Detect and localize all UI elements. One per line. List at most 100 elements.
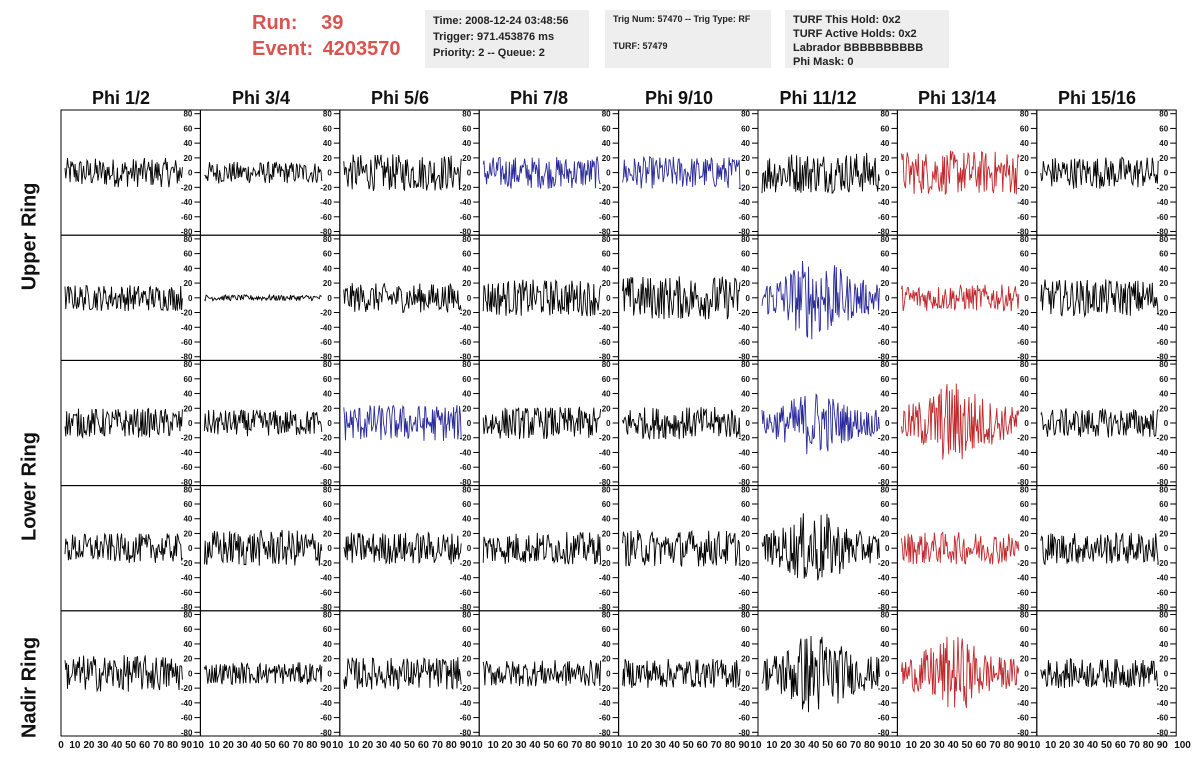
y-tick-label: 80 (462, 610, 471, 619)
y-tick-label: 40 (880, 640, 889, 649)
y-tick-label: 40 (880, 264, 889, 273)
y-tick-label: -60 (1157, 213, 1169, 222)
y-tick-label: 20 (1159, 279, 1168, 288)
x-tick-label: 20 (1059, 740, 1071, 751)
y-tick-label: 20 (323, 404, 332, 413)
y-tick-label: -80 (878, 228, 890, 237)
panel-r2-c3: 80 60 40 20 0 -20 -40 -60 -80 (478, 359, 620, 487)
y-tick-label: -80 (181, 228, 193, 237)
y-tick-label: -80 (599, 478, 611, 487)
y-tick-label: -80 (181, 353, 193, 362)
y-tick-label: 80 (1159, 110, 1168, 119)
y-tick-label: 60 (880, 375, 889, 384)
y-tick-label: 80 (602, 110, 611, 119)
y-tick-label: 40 (1159, 264, 1168, 273)
waveform-trace (622, 155, 741, 189)
y-tick-label: 20 (741, 655, 750, 664)
y-tick-label: 60 (183, 375, 192, 384)
y-tick-label: 40 (323, 264, 332, 273)
y-tick-label: 80 (462, 485, 471, 494)
x-tick-label: 80 (1003, 740, 1015, 751)
y-tick-label: 80 (602, 610, 611, 619)
y-tick-label: 0 (1164, 669, 1169, 678)
y-tick-label: 60 (323, 625, 332, 634)
x-tick-label: 10 (906, 740, 918, 751)
y-tick-label: 60 (323, 500, 332, 509)
y-tick-label: -60 (738, 213, 750, 222)
x-tick-label: 30 (376, 740, 388, 751)
y-tick-label: 20 (462, 655, 471, 664)
y-tick-label: -20 (738, 183, 750, 192)
waveform-trace (343, 531, 462, 565)
y-tick-label: 20 (602, 529, 611, 538)
y-tick-label: 60 (880, 124, 889, 133)
y-tick-label: -20 (738, 559, 750, 568)
y-tick-label: -80 (320, 478, 332, 487)
y-tick-label: 40 (602, 139, 611, 148)
y-tick-label: 80 (880, 110, 889, 119)
y-tick-label: 40 (880, 139, 889, 148)
y-tick-label: -20 (460, 183, 472, 192)
y-tick-label: 80 (1020, 110, 1029, 119)
y-tick-label: 80 (602, 485, 611, 494)
y-tick-label: -40 (878, 323, 890, 332)
y-tick-label: 80 (880, 485, 889, 494)
x-tick-label: 30 (794, 740, 806, 751)
y-tick-label: 80 (880, 360, 889, 369)
y-tick-label: 20 (462, 154, 471, 163)
trig-line: Trig Num: 57470 -- Trig Type: RF (613, 14, 751, 24)
y-tick-label: 0 (885, 669, 890, 678)
y-tick-label: -60 (878, 338, 890, 347)
column-header-phi-3-4: Phi 3/4 (231, 88, 291, 108)
y-tick-label: 40 (462, 390, 471, 399)
y-tick-label: -60 (878, 463, 890, 472)
x-tick-label: 10 (193, 740, 205, 751)
y-tick-label: 80 (1159, 485, 1168, 494)
y-tick-label: 0 (606, 544, 611, 553)
x-tick-label: 60 (1115, 740, 1127, 751)
y-tick-label: 80 (1020, 360, 1029, 369)
y-tick-label: 80 (741, 110, 750, 119)
y-tick-label: -60 (1017, 338, 1029, 347)
y-tick-label: 0 (746, 669, 751, 678)
phimask-line: Phi Mask: 0 (793, 56, 854, 68)
y-tick-label: 40 (1159, 640, 1168, 649)
panel-r0-c1: 80 60 40 20 0 -20 -40 -60 -80 (199, 109, 341, 237)
x-tick-label: 50 (683, 740, 695, 751)
x-tick-label: 20 (362, 740, 374, 751)
x-tick-label: 90 (878, 740, 890, 751)
panel-r0-c2: 80 60 40 20 0 -20 -40 -60 -80 (339, 109, 480, 237)
y-tick-label: -80 (738, 353, 750, 362)
x-tick-label: 30 (237, 740, 249, 751)
y-tick-label: 0 (327, 169, 332, 178)
waveform-trace (900, 383, 1020, 460)
y-tick-label: -80 (599, 728, 611, 737)
x-tick-label: 40 (1087, 740, 1099, 751)
y-tick-label: 0 (327, 419, 332, 428)
y-tick-label: -20 (460, 309, 472, 318)
y-tick-label: 0 (746, 294, 751, 303)
waveform-trace (1040, 408, 1159, 438)
x-tick-label: 80 (167, 740, 179, 751)
y-tick-label: -20 (878, 559, 890, 568)
x-tick-label: 70 (850, 740, 862, 751)
y-tick-label: -60 (1017, 463, 1029, 472)
x-tick-label: 10 (209, 740, 221, 751)
x-tick-label: 80 (446, 740, 458, 751)
waveform-trace (622, 276, 741, 320)
panel-frame (60, 485, 201, 612)
y-tick-label: 80 (323, 360, 332, 369)
y-tick-label: -20 (320, 183, 332, 192)
y-tick-label: 80 (462, 235, 471, 244)
y-tick-label: -40 (1157, 699, 1169, 708)
y-tick-label: 20 (183, 279, 192, 288)
x-tick-label: 30 (655, 740, 667, 751)
y-tick-label: -40 (320, 448, 332, 457)
y-tick-label: 20 (323, 154, 332, 163)
y-tick-label: -20 (1017, 309, 1029, 318)
x-tick-label: 80 (585, 740, 597, 751)
y-tick-label: 60 (741, 500, 750, 509)
y-tick-label: 40 (323, 139, 332, 148)
y-tick-label: -20 (599, 684, 611, 693)
y-tick-label: -60 (878, 714, 890, 723)
